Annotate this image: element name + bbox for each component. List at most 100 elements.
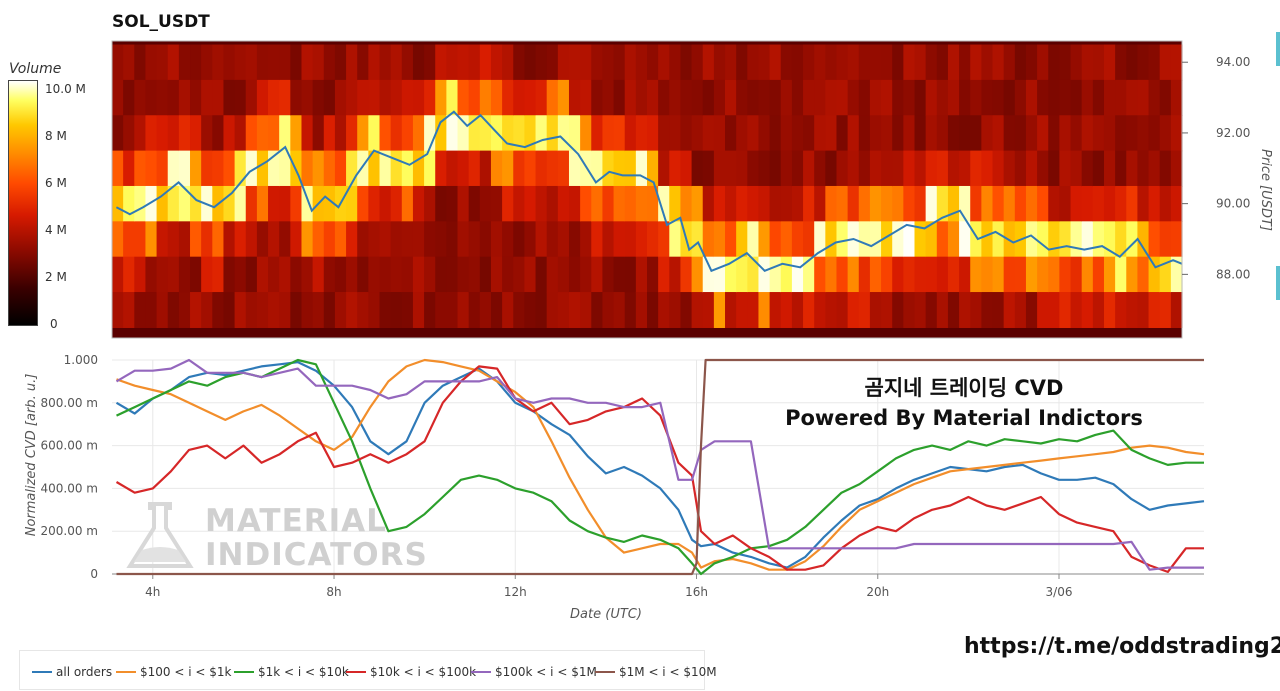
heatmap-cell xyxy=(669,256,682,293)
heatmap-cell xyxy=(881,221,893,258)
heatmap-cell xyxy=(836,292,849,328)
heatmap-cell xyxy=(1159,256,1172,293)
heatmap-cell xyxy=(892,79,904,116)
heatmap-cell xyxy=(1048,79,1060,116)
heatmap-cell xyxy=(758,115,771,152)
heatmap-cell xyxy=(580,256,592,293)
heatmap-cell xyxy=(502,256,514,293)
legend-label: all orders xyxy=(56,665,113,679)
heatmap-cell xyxy=(992,221,1005,258)
heatmap-cell xyxy=(412,185,425,222)
heatmap-cell xyxy=(479,44,492,81)
heatmap-cell xyxy=(1003,185,1016,222)
heatmap-cell xyxy=(513,256,525,293)
heatmap-cell xyxy=(647,292,659,328)
legend-item[interactable]: $1M < i < $10M xyxy=(595,665,717,679)
heatmap-cell xyxy=(212,292,225,328)
heatmap-cell xyxy=(256,221,269,258)
heatmap-cell xyxy=(223,44,236,81)
heatmap-cell xyxy=(346,44,358,81)
heatmap-cell xyxy=(513,115,525,152)
heatmap-cell xyxy=(145,115,158,152)
heatmap-cell xyxy=(112,150,124,187)
heatmap-cell xyxy=(201,150,213,187)
heatmap-cell xyxy=(936,115,949,152)
heatmap-cell xyxy=(1115,79,1127,116)
heatmap-cell xyxy=(869,256,882,293)
heatmap-cell xyxy=(457,115,470,152)
heatmap-cell xyxy=(669,44,682,81)
heatmap-cell xyxy=(490,79,503,116)
heatmap-cell xyxy=(602,185,615,222)
legend-swatch xyxy=(32,670,52,673)
heatmap-cell xyxy=(268,221,280,258)
heatmap-cell xyxy=(268,185,280,222)
telegram-link[interactable]: https://t.me/oddstrading2 xyxy=(964,634,1280,659)
heatmap-cell xyxy=(1115,44,1127,81)
legend-item[interactable]: $10k < i < $100k xyxy=(346,665,476,679)
heatmap-cell xyxy=(758,185,771,222)
legend-item[interactable]: $1k < i < $10k xyxy=(234,665,349,679)
heatmap-cell xyxy=(368,44,381,81)
heatmap-cell xyxy=(468,185,481,222)
heatmap-cell xyxy=(1081,79,1094,116)
heatmap-cell xyxy=(1137,44,1150,81)
heatmap-cell xyxy=(446,185,459,222)
heatmap-cell xyxy=(368,115,381,152)
heatmap-cell xyxy=(947,44,960,81)
heatmap-cell xyxy=(134,292,147,328)
heatmap-cell xyxy=(334,150,347,187)
legend-swatch xyxy=(471,670,491,673)
heatmap-cell xyxy=(390,150,403,187)
heatmap-cell xyxy=(691,115,704,152)
heatmap-cell xyxy=(1103,221,1116,258)
heatmap-cell xyxy=(223,150,236,187)
heatmap-cell xyxy=(925,292,938,328)
heatmap-cell xyxy=(301,79,314,116)
heatmap-cell xyxy=(368,185,381,222)
legend-item[interactable]: $100k < i < $1M xyxy=(471,665,597,679)
heatmap-cell xyxy=(624,44,637,81)
heatmap-cell xyxy=(557,256,570,293)
heatmap-cell xyxy=(245,185,258,222)
heatmap-cell xyxy=(390,292,403,328)
heatmap-cell xyxy=(134,44,147,81)
heatmap-cell xyxy=(858,185,871,222)
heatmap-cell xyxy=(201,79,213,116)
heatmap-cell xyxy=(1170,115,1183,152)
heatmap-cell xyxy=(736,44,748,81)
heatmap-cell xyxy=(312,44,325,81)
cvd-y-tick-label: 1.000 xyxy=(64,353,98,367)
heatmap-cell xyxy=(424,256,436,293)
price-tick-label: 92.00 xyxy=(1216,126,1250,140)
heatmap-cell xyxy=(256,185,269,222)
heatmap-cell xyxy=(1126,79,1139,116)
heatmap-cell xyxy=(145,79,158,116)
heatmap-cell xyxy=(1070,185,1083,222)
legend-item[interactable]: $100 < i < $1k xyxy=(116,665,231,679)
heatmap-cell xyxy=(1092,256,1105,293)
heatmap-cell xyxy=(190,79,202,116)
legend-item[interactable]: all orders xyxy=(32,665,112,679)
heatmap-cell xyxy=(468,115,481,152)
heatmap-cell xyxy=(323,256,336,293)
heatmap-cell xyxy=(881,150,893,187)
price-axis-title: Price [USDT] xyxy=(1258,149,1273,231)
heatmap-cell xyxy=(591,221,604,258)
heatmap-cell xyxy=(557,115,570,152)
heatmap-cell xyxy=(791,185,804,222)
heatmap-cell xyxy=(457,150,470,187)
heatmap-cell xyxy=(190,115,202,152)
heatmap-cell xyxy=(769,292,782,328)
heatmap-cell xyxy=(535,150,548,187)
heatmap-cell xyxy=(892,115,904,152)
heatmap-cell xyxy=(691,44,704,81)
heatmap-cell xyxy=(256,256,269,293)
legend-swatch xyxy=(595,670,615,673)
heatmap-cell xyxy=(903,221,916,258)
heatmap-cell xyxy=(580,185,592,222)
heatmap-cell xyxy=(435,79,447,116)
heatmap-cell xyxy=(647,256,659,293)
heatmap-cell xyxy=(691,150,704,187)
heatmap-cell xyxy=(323,221,336,258)
